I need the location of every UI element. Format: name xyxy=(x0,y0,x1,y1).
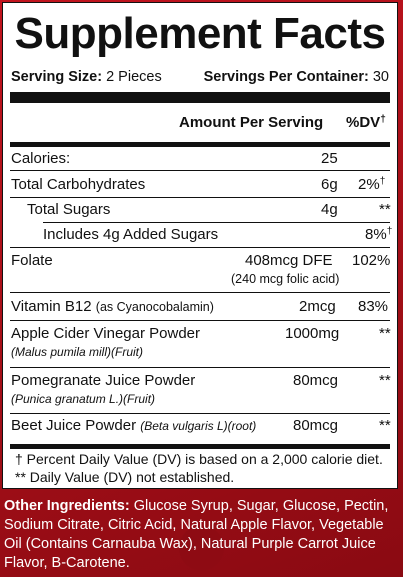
header-dv: %DV† xyxy=(346,114,386,131)
footnote-dv: † Percent Daily Value (DV) is based on a… xyxy=(15,451,383,467)
beet-amount: 80mcg xyxy=(293,417,339,434)
beet-dv: ** xyxy=(379,417,391,434)
other-ingredients-label: Other Ingredients: xyxy=(4,498,130,514)
folate-label: Folate xyxy=(11,252,53,269)
folate-amount: 408mcg DFE xyxy=(245,252,333,269)
total-carbs-dv: 2%† xyxy=(358,176,386,193)
acv-label: Apple Cider Vinegar Powder xyxy=(11,325,201,342)
pomegranate-amount: 80mcg xyxy=(293,372,339,389)
total-sugars-dv: ** xyxy=(379,201,391,218)
row-divider xyxy=(10,413,390,414)
row-divider xyxy=(10,292,390,293)
panel-title: Supplement Facts xyxy=(14,9,386,58)
total-carbs-amount: 6g xyxy=(321,176,338,193)
servings-per-container: Servings Per Container: 30 xyxy=(203,69,389,85)
row-divider xyxy=(10,170,390,171)
pomegranate-dv: ** xyxy=(379,372,391,389)
acv-amount: 1000mg xyxy=(285,325,340,342)
row-divider xyxy=(10,367,390,368)
acv-dv: ** xyxy=(379,325,391,342)
calories-label: Calories: xyxy=(11,150,71,167)
pomegranate-sub: (Punica granatum L.)(Fruit) xyxy=(11,392,156,406)
added-sugars-dv: 8%† xyxy=(365,226,393,243)
vitamin-b12-label: Vitamin B12 (as Cyanocobalamin) xyxy=(11,298,214,315)
supplement-facts-panel: Supplement Facts Serving Size: 2 Pieces … xyxy=(2,2,398,489)
row-divider xyxy=(10,247,390,248)
total-sugars-label: Total Sugars xyxy=(27,201,111,218)
divider-medium xyxy=(10,142,390,147)
pomegranate-label: Pomegranate Juice Powder xyxy=(11,372,196,389)
added-sugars-label: Includes 4g Added Sugars xyxy=(43,226,219,243)
row-divider xyxy=(43,222,390,223)
folate-dv: 102% xyxy=(352,252,391,269)
beet-label: Beet Juice Powder (Beta vulgaris L)(root… xyxy=(11,417,257,434)
other-ingredients: Other Ingredients: Glucose Syrup, Sugar,… xyxy=(4,497,400,573)
row-divider xyxy=(10,197,390,198)
other-ingredients-text: Glucose Syrup, Sugar, Glucose, Pectin, S… xyxy=(4,498,389,571)
total-sugars-amount: 4g xyxy=(321,201,338,218)
row-divider xyxy=(10,320,390,321)
calories-amount: 25 xyxy=(321,150,338,167)
vitamin-b12-dv: 83% xyxy=(358,298,389,315)
total-carbs-label: Total Carbohydrates xyxy=(11,176,146,193)
acv-sub: (Malus pumila mill)(Fruit) xyxy=(11,345,144,359)
folate-amount-sub: (240 mcg folic acid) xyxy=(231,272,340,286)
divider-bottom xyxy=(10,444,390,449)
serving-info: Serving Size: 2 Pieces Servings Per Cont… xyxy=(11,69,389,89)
serving-size: Serving Size: 2 Pieces xyxy=(11,69,162,85)
header-amount: Amount Per Serving xyxy=(179,114,324,131)
footnote-not-established: ** Daily Value (DV) not established. xyxy=(15,469,235,485)
vitamin-b12-amount: 2mcg xyxy=(299,298,336,315)
divider-thick xyxy=(10,92,390,103)
